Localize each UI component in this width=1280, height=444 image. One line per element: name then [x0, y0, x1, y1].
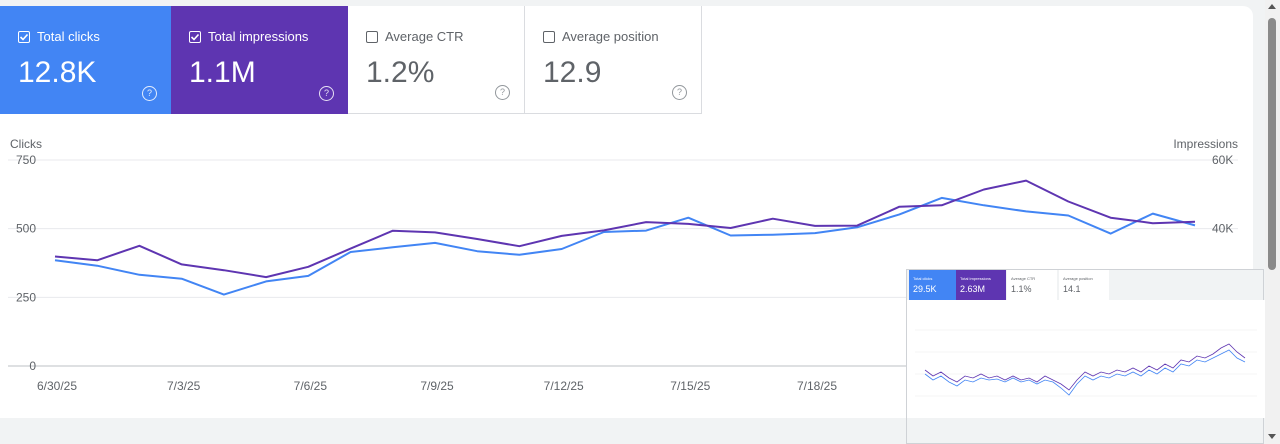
y-axis-left-ticks: 750 500 250 0	[16, 153, 36, 373]
y-axis-right-label: Impressions	[1173, 137, 1238, 151]
thumb-chart-area	[907, 300, 1265, 418]
thumb-value: 29.5K	[913, 284, 937, 294]
thumb-label: Average position	[1063, 276, 1093, 281]
thumb-impressions-tile: Total impressions 2.63M	[956, 270, 1006, 300]
average-position-tile[interactable]: Average position 12.9 ?	[525, 6, 702, 114]
y-left-tick-label: 750	[16, 153, 36, 167]
y-right-tick-label: 40K	[1212, 222, 1233, 236]
metric-tiles: Total clicks 12.8K ? Total impressions 1…	[0, 6, 702, 114]
y-axis-right-ticks: 60K 40K	[1212, 153, 1233, 236]
thumb-value: 2.63M	[960, 284, 986, 294]
series-lines[interactable]	[54, 179, 1196, 296]
checkbox-icon[interactable]	[366, 31, 378, 43]
thumb-label: Total clicks	[913, 276, 933, 281]
y-left-tick-label: 250	[16, 290, 36, 304]
thumb-clicks-tile: Total clicks 29.5K	[909, 270, 959, 300]
metric-label: Average position	[562, 29, 659, 44]
y-left-tick-label: 0	[29, 359, 36, 373]
total-clicks-tile[interactable]: Total clicks 12.8K ?	[0, 6, 171, 114]
checkbox-icon[interactable]	[543, 31, 555, 43]
thumb-impressions-line	[924, 343, 1246, 391]
x-axis-ticks: 6/30/25 7/3/25 7/6/25 7/9/25 7/12/25 7/15/25 7…	[37, 379, 837, 393]
x-tick-label: 7/6/25	[294, 379, 328, 393]
performance-card: Total clicks 12.8K ? Total impressions 1…	[0, 6, 1253, 418]
thumb-ctr-tile: Average CTR 1.1%	[1007, 270, 1057, 300]
thumb-chart	[915, 329, 1257, 397]
impressions-line[interactable]	[54, 179, 1196, 279]
y-right-tick-label: 60K	[1212, 153, 1233, 167]
thumb-label: Total impressions	[960, 276, 991, 281]
x-tick-label: 7/15/25	[670, 379, 710, 393]
thumb-position-tile: Average position 14.1	[1059, 270, 1109, 300]
x-tick-label: 7/12/25	[544, 379, 584, 393]
scroll-down-arrow-icon[interactable]	[1268, 434, 1276, 439]
thumb-label: Average CTR	[1011, 276, 1036, 281]
average-ctr-tile[interactable]: Average CTR 1.2% ?	[348, 6, 525, 114]
metric-label: Average CTR	[385, 29, 464, 44]
clicks-line[interactable]	[54, 196, 1196, 296]
thumb-clicks-line	[924, 349, 1246, 396]
help-icon[interactable]: ?	[672, 85, 687, 100]
help-icon[interactable]: ?	[319, 86, 334, 101]
scroll-up-arrow-icon[interactable]	[1268, 4, 1276, 9]
metric-label: Total impressions	[208, 29, 309, 44]
y-axis-left-label: Clicks	[10, 137, 42, 151]
scrollbar-thumb[interactable]	[1268, 18, 1276, 270]
x-tick-label: 6/30/25	[37, 379, 77, 393]
help-icon[interactable]: ?	[142, 86, 157, 101]
chart-preview-thumbnail[interactable]: Total clicks 29.5K Total impressions 2.6…	[906, 269, 1265, 444]
total-impressions-tile[interactable]: Total impressions 1.1M ?	[171, 6, 348, 114]
help-icon[interactable]: ?	[495, 85, 510, 100]
x-tick-label: 7/3/25	[167, 379, 201, 393]
thumb-value: 1.1%	[1011, 284, 1032, 294]
metric-value: 1.2%	[366, 56, 435, 89]
metric-value: 12.8K	[18, 56, 97, 89]
x-tick-label: 7/18/25	[797, 379, 837, 393]
checkbox-icon[interactable]	[189, 31, 201, 43]
thumb-value: 14.1	[1063, 284, 1081, 294]
metric-value: 1.1M	[189, 56, 256, 89]
metric-value: 12.9	[543, 56, 602, 89]
metric-label: Total clicks	[37, 29, 100, 44]
y-left-tick-label: 500	[16, 222, 36, 236]
x-tick-label: 7/9/25	[420, 379, 454, 393]
checkbox-icon[interactable]	[18, 31, 30, 43]
